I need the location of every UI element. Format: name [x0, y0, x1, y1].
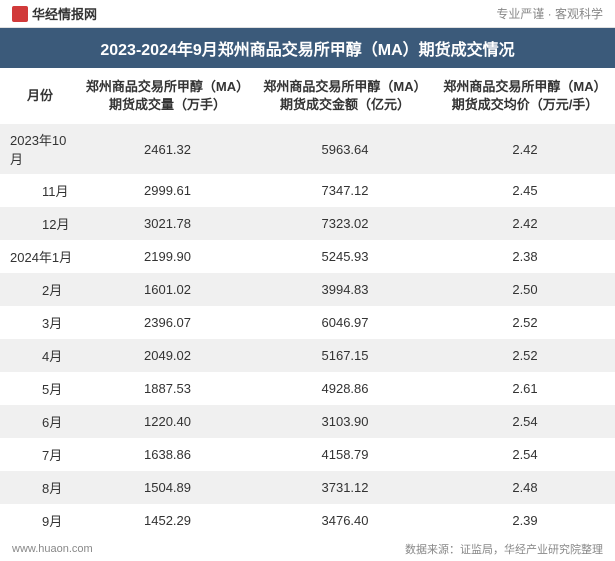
logo-area: 华经情报网	[12, 4, 97, 23]
cell-amount: 7323.02	[255, 207, 435, 240]
table-row: 2023年10月2461.325963.642.42	[0, 124, 615, 174]
cell-amount: 3476.40	[255, 504, 435, 537]
cell-amount: 5167.15	[255, 339, 435, 372]
cell-amount: 4928.86	[255, 372, 435, 405]
col-header-amount: 郑州商品交易所甲醇（MA）期货成交金额（亿元）	[255, 68, 435, 124]
table-row: 2024年1月2199.905245.932.38	[0, 240, 615, 273]
col-header-volume: 郑州商品交易所甲醇（MA）期货成交量（万手）	[80, 68, 255, 124]
logo-icon	[12, 6, 28, 22]
cell-amount: 7347.12	[255, 174, 435, 207]
cell-amount: 3103.90	[255, 405, 435, 438]
cell-month: 6月	[0, 405, 80, 438]
cell-amount: 6046.97	[255, 306, 435, 339]
cell-month: 7月	[0, 438, 80, 471]
cell-month: 11月	[0, 174, 80, 207]
cell-volume: 1887.53	[80, 372, 255, 405]
cell-amount: 5245.93	[255, 240, 435, 273]
table-row: 5月1887.534928.862.61	[0, 372, 615, 405]
cell-month: 12月	[0, 207, 80, 240]
table-row: 11月2999.617347.122.45	[0, 174, 615, 207]
cell-avg: 2.38	[435, 240, 615, 273]
cell-volume: 2461.32	[80, 124, 255, 174]
table-row: 8月1504.893731.122.48	[0, 471, 615, 504]
cell-amount: 5963.64	[255, 124, 435, 174]
cell-volume: 1504.89	[80, 471, 255, 504]
cell-month: 5月	[0, 372, 80, 405]
table-row: 7月1638.864158.792.54	[0, 438, 615, 471]
cell-avg: 2.50	[435, 273, 615, 306]
cell-volume: 1638.86	[80, 438, 255, 471]
col-header-month: 月份	[0, 68, 80, 124]
cell-month: 4月	[0, 339, 80, 372]
cell-volume: 2396.07	[80, 306, 255, 339]
table-row: 9月1452.293476.402.39	[0, 504, 615, 537]
cell-amount: 3731.12	[255, 471, 435, 504]
footer-source: 数据来源：证监局，华经产业研究院整理	[405, 541, 603, 557]
cell-month: 3月	[0, 306, 80, 339]
table-row: 6月1220.403103.902.54	[0, 405, 615, 438]
cell-volume: 2049.02	[80, 339, 255, 372]
cell-volume: 2199.90	[80, 240, 255, 273]
cell-month: 2月	[0, 273, 80, 306]
cell-volume: 3021.78	[80, 207, 255, 240]
table-row: 3月2396.076046.972.52	[0, 306, 615, 339]
data-table: 月份 郑州商品交易所甲醇（MA）期货成交量（万手） 郑州商品交易所甲醇（MA）期…	[0, 68, 615, 537]
table-row: 2月1601.023994.832.50	[0, 273, 615, 306]
logo-text: 华经情报网	[32, 4, 97, 23]
cell-volume: 1601.02	[80, 273, 255, 306]
table-container: 月份 郑州商品交易所甲醇（MA）期货成交量（万手） 郑州商品交易所甲醇（MA）期…	[0, 68, 615, 537]
table-row: 4月2049.025167.152.52	[0, 339, 615, 372]
cell-month: 8月	[0, 471, 80, 504]
cell-avg: 2.52	[435, 306, 615, 339]
cell-amount: 4158.79	[255, 438, 435, 471]
cell-avg: 2.42	[435, 124, 615, 174]
cell-volume: 1452.29	[80, 504, 255, 537]
cell-avg: 2.54	[435, 438, 615, 471]
cell-volume: 1220.40	[80, 405, 255, 438]
col-header-avg: 郑州商品交易所甲醇（MA）期货成交均价（万元/手）	[435, 68, 615, 124]
cell-month: 2024年1月	[0, 240, 80, 273]
table-body: 2023年10月2461.325963.642.4211月2999.617347…	[0, 124, 615, 537]
cell-avg: 2.48	[435, 471, 615, 504]
cell-avg: 2.54	[435, 405, 615, 438]
table-row: 12月3021.787323.022.42	[0, 207, 615, 240]
footer-url: www.huaon.com	[12, 543, 93, 555]
cell-avg: 2.42	[435, 207, 615, 240]
cell-month: 2023年10月	[0, 124, 80, 174]
title-bar: 2023-2024年9月郑州商品交易所甲醇（MA）期货成交情况	[0, 28, 615, 68]
cell-avg: 2.45	[435, 174, 615, 207]
cell-volume: 2999.61	[80, 174, 255, 207]
cell-avg: 2.61	[435, 372, 615, 405]
footer: www.huaon.com 数据来源：证监局，华经产业研究院整理	[0, 537, 615, 561]
header-subtitle: 专业严谨 · 客观科学	[496, 5, 603, 22]
cell-month: 9月	[0, 504, 80, 537]
cell-avg: 2.39	[435, 504, 615, 537]
header: 华经情报网 专业严谨 · 客观科学	[0, 0, 615, 28]
cell-avg: 2.52	[435, 339, 615, 372]
cell-amount: 3994.83	[255, 273, 435, 306]
table-header-row: 月份 郑州商品交易所甲醇（MA）期货成交量（万手） 郑州商品交易所甲醇（MA）期…	[0, 68, 615, 124]
